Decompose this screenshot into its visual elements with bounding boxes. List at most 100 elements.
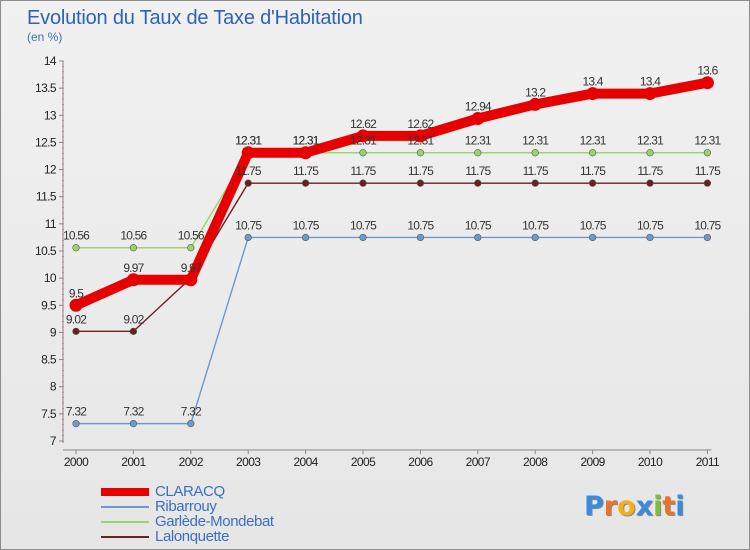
data-label-lalonquette: 11.75 <box>580 164 606 178</box>
data-point-claracq <box>700 76 714 90</box>
data-point-ribarrouy <box>588 233 597 242</box>
y-tick-label: 8 <box>50 380 57 394</box>
data-point-lalonquette <box>646 179 654 187</box>
data-point-lalonquette <box>588 179 597 187</box>
data-point-claracq <box>184 273 198 287</box>
legend-label: CLARACQ <box>155 483 225 500</box>
x-tick-label: 2011 <box>696 455 720 469</box>
y-tick-label: 13.5 <box>35 81 57 95</box>
chart-unit: (en %) <box>27 30 63 44</box>
logo-letter: t <box>662 491 676 522</box>
data-label-claracq: 13.4 <box>583 75 604 89</box>
data-point-ribarrouy <box>187 420 195 428</box>
data-label-garl-de-mondebat: 12.31 <box>694 134 721 148</box>
y-tick-label: 12 <box>44 163 57 177</box>
data-label-garl-de-mondebat: 12.31 <box>465 134 492 148</box>
data-labels: 9.02 9.02 11.75 11.75 11.75 11.75 11.75 11.75 11… <box>63 64 722 419</box>
series-line-claracq <box>71 77 713 311</box>
data-point-lalonquette <box>474 179 482 187</box>
legend-label: Ribarrouy <box>155 498 217 515</box>
data-label-garl-de-mondebat: 12.31 <box>350 134 377 148</box>
data-label-lalonquette: 11.75 <box>236 164 262 178</box>
data-label-garl-de-mondebat: 12.31 <box>637 134 664 148</box>
data-point-ribarrouy <box>129 420 137 428</box>
data-label-ribarrouy: 7.32 <box>181 405 202 419</box>
data-label-garl-de-mondebat: 10.56 <box>178 229 205 243</box>
legend: CLARACQ Ribarrouy Garlède-Mondebat Lalon… <box>101 483 274 545</box>
data-label-lalonquette: 11.75 <box>637 164 663 178</box>
data-label-ribarrouy: 7.32 <box>123 405 144 419</box>
data-label-claracq: 12.62 <box>350 117 377 131</box>
legend-label: Lalonquette <box>155 528 230 545</box>
x-tick-label: 2007 <box>466 455 491 469</box>
data-label-ribarrouy: 10.75 <box>694 218 721 232</box>
data-point-lalonquette <box>302 179 310 187</box>
data-point-garl-de-mondebat <box>72 244 80 252</box>
data-point-ribarrouy <box>703 233 712 242</box>
series-line-garl-de-mondebat <box>75 152 709 249</box>
data-point-claracq <box>241 146 255 160</box>
data-point-ribarrouy <box>646 233 654 242</box>
data-point-lalonquette <box>703 179 712 187</box>
data-point-claracq <box>528 97 542 111</box>
data-label-lalonquette: 11.75 <box>293 164 319 178</box>
x-tick-label: 2009 <box>580 455 605 469</box>
x-tick-label: 2005 <box>351 455 376 469</box>
data-label-ribarrouy: 10.75 <box>637 218 664 232</box>
y-tick-label: 13 <box>44 108 57 122</box>
data-label-claracq: 13.4 <box>640 75 661 89</box>
logo-letter: r <box>603 491 618 522</box>
x-tick-label: 2010 <box>638 455 663 469</box>
data-label-lalonquette: 9.02 <box>123 312 144 326</box>
data-label-lalonquette: 11.75 <box>523 164 549 178</box>
legend-item-garlede-mondebat: Garlède-Mondebat <box>101 513 274 530</box>
data-point-garl-de-mondebat <box>359 149 367 157</box>
y-tick-label: 9.5 <box>41 298 57 312</box>
series-layer <box>69 76 714 428</box>
data-point-lalonquette <box>244 179 252 187</box>
data-label-claracq: 9.97 <box>181 261 202 275</box>
y-tick-label: 7.5 <box>41 407 57 421</box>
data-point-ribarrouy <box>531 233 539 242</box>
data-label-ribarrouy: 10.75 <box>522 218 549 232</box>
x-tick-label: 2006 <box>408 455 433 469</box>
legend-item-ribarrouy: Ribarrouy <box>101 498 274 515</box>
data-point-ribarrouy <box>72 420 80 428</box>
data-point-garl-de-mondebat <box>474 149 482 157</box>
data-point-garl-de-mondebat <box>187 244 195 252</box>
data-label-ribarrouy: 10.75 <box>465 218 492 232</box>
data-point-garl-de-mondebat <box>646 149 654 157</box>
data-label-ribarrouy: 10.75 <box>293 218 320 232</box>
x-tick-label: 2003 <box>236 455 261 469</box>
data-label-claracq: 13.6 <box>697 64 718 78</box>
x-tick-label: 2002 <box>179 455 204 469</box>
data-point-ribarrouy <box>416 233 425 242</box>
data-point-lalonquette <box>416 179 425 187</box>
data-point-lalonquette <box>359 179 367 187</box>
data-point-claracq <box>413 129 427 143</box>
data-point-lalonquette <box>531 179 539 187</box>
data-point-ribarrouy <box>359 233 367 242</box>
data-point-garl-de-mondebat <box>703 149 712 157</box>
data-point-claracq <box>471 112 485 126</box>
data-point-garl-de-mondebat <box>531 149 539 157</box>
proxiti-logo: Proxiti <box>584 491 685 522</box>
data-label-ribarrouy: 7.32 <box>66 405 87 419</box>
logo-letter: x <box>635 491 654 522</box>
data-label-claracq: 9.5 <box>69 286 84 300</box>
data-point-claracq <box>69 298 83 312</box>
chart-title: Evolution du Taux de Taxe d'Habitation <box>27 7 363 29</box>
data-label-garl-de-mondebat: 12.31 <box>580 134 607 148</box>
data-label-lalonquette: 11.75 <box>350 164 376 178</box>
legend-swatch-lalonquette <box>101 535 149 538</box>
legend-swatch-claracq <box>101 487 149 496</box>
data-point-ribarrouy <box>474 233 482 242</box>
data-point-ribarrouy <box>302 233 310 242</box>
x-tick-label: 2004 <box>293 455 318 469</box>
y-tick-label: 11 <box>45 217 57 231</box>
logo-letter: i <box>675 491 685 522</box>
series-line-lalonquette <box>75 182 709 333</box>
legend-label: Garlède-Mondebat <box>155 513 274 530</box>
